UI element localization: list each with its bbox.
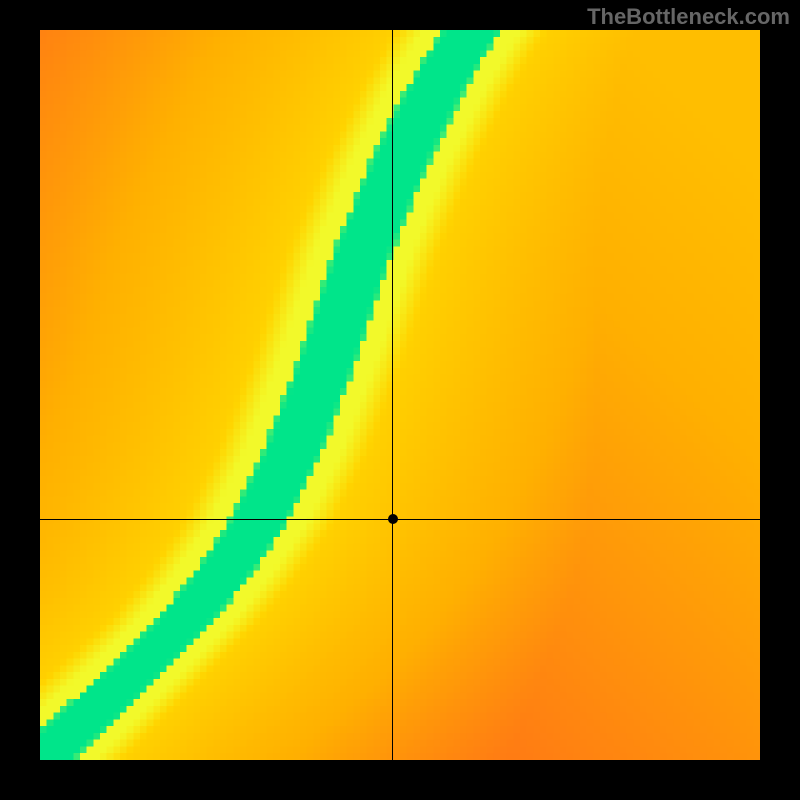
chart-container: TheBottleneck.com xyxy=(0,0,800,800)
border-left xyxy=(0,30,40,760)
border-right xyxy=(760,30,800,760)
border-bottom xyxy=(0,760,800,800)
crosshair-horizontal xyxy=(40,519,760,520)
watermark-text: TheBottleneck.com xyxy=(587,4,790,30)
crosshair-marker-dot xyxy=(388,514,398,524)
bottleneck-heatmap xyxy=(40,30,760,760)
crosshair-vertical xyxy=(392,30,393,760)
